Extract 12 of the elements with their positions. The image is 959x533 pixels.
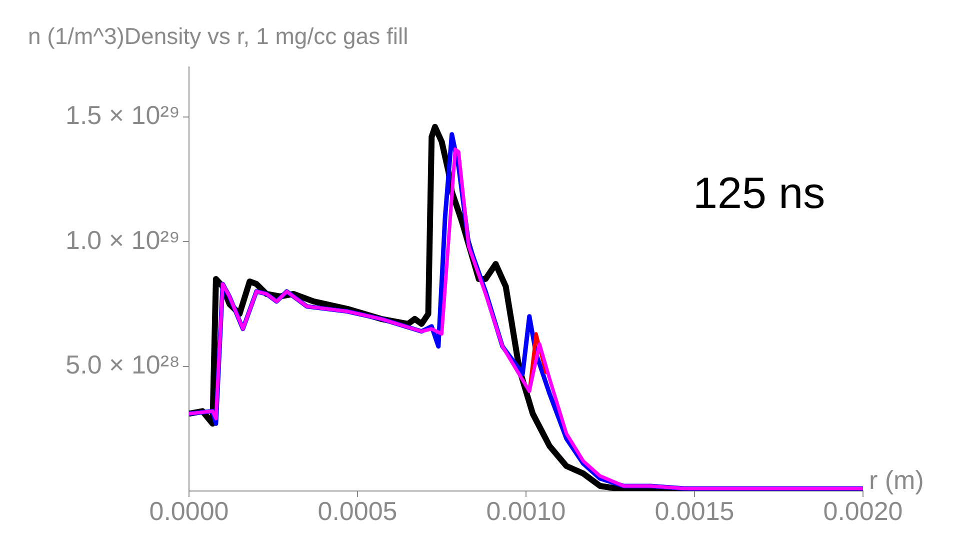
x-tick-label: 0.0000 xyxy=(149,496,229,526)
y-tick-label: 1.5 × 10²⁹ xyxy=(66,100,180,130)
y-axis-title: n (1/m^3) xyxy=(28,23,124,49)
x-tick-label: 0.0020 xyxy=(823,496,903,526)
y-tick-label: 5.0 × 10²⁸ xyxy=(66,349,180,380)
x-tick-label: 0.0010 xyxy=(486,496,566,526)
x-tick-label: 0.0015 xyxy=(654,496,734,526)
x-axis-title: r (m) xyxy=(869,465,924,495)
annotation: 125 ns xyxy=(693,169,826,218)
x-tick-label: 0.0005 xyxy=(318,496,398,526)
y-tick-label: 1.0 × 10²⁹ xyxy=(66,224,180,255)
chart-title: Density vs r, 1 mg/cc gas fill xyxy=(124,23,408,49)
